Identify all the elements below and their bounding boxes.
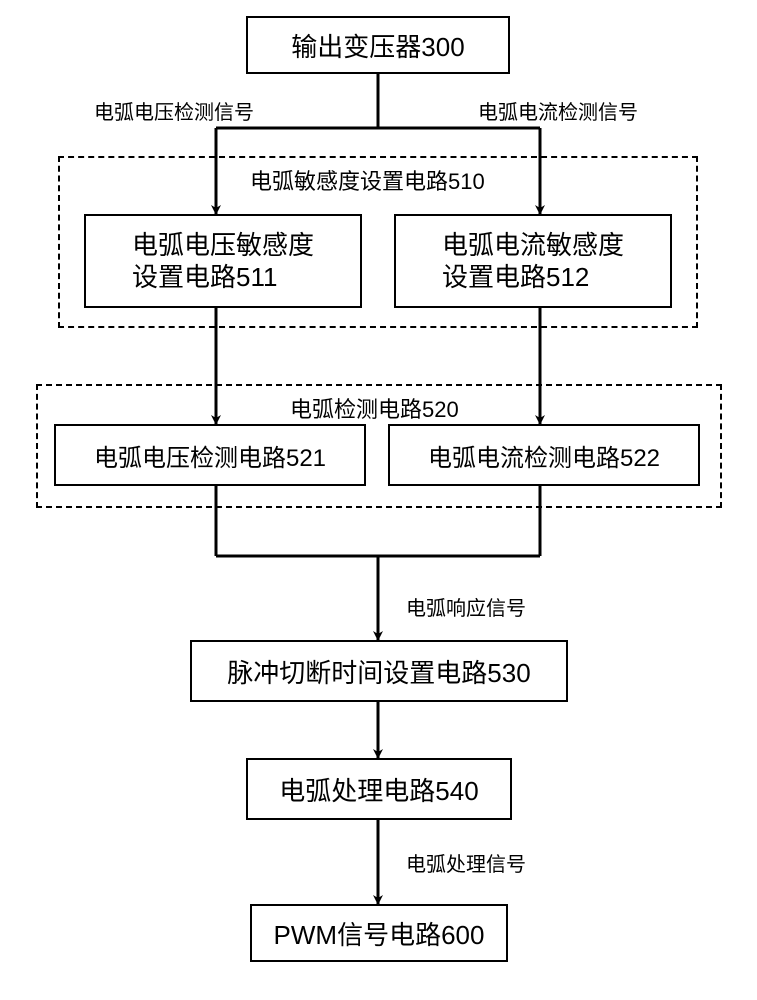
node-300-label: 输出变压器300 [291,27,464,64]
node-530-label: 脉冲切断时间设置电路530 [227,653,530,690]
group-510-label: 电弧敏感度设置电路510 [250,164,485,196]
node-521: 电弧电压检测电路521 [54,424,366,486]
node-512: 电弧电流敏感度设置电路512 [394,214,672,308]
node-511: 电弧电压敏感度设置电路511 [84,214,362,308]
node-600-label: PWM信号电路600 [274,915,485,952]
node-300: 输出变压器300 [246,16,510,74]
edge-label-curr: 电弧电流检测信号 [478,96,638,125]
node-522: 电弧电流检测电路522 [388,424,700,486]
edge-label-proc: 电弧处理信号 [406,848,526,877]
edge-label-resp: 电弧响应信号 [406,592,526,621]
node-511-label: 电弧电压敏感度设置电路511 [122,223,324,300]
diagram-canvas: 电弧敏感度设置电路510 电弧检测电路520 输出变压器300 电弧电压敏感度设… [0,0,757,1000]
edge-label-volt: 电弧电压检测信号 [94,96,254,125]
node-522-label: 电弧电流检测电路522 [428,438,660,473]
node-530: 脉冲切断时间设置电路530 [190,640,568,702]
group-520-label: 电弧检测电路520 [290,392,459,424]
node-540-label: 电弧处理电路540 [279,771,478,808]
node-512-label: 电弧电流敏感度设置电路512 [432,223,634,300]
node-540: 电弧处理电路540 [246,758,512,820]
node-600: PWM信号电路600 [250,904,508,962]
node-521-label: 电弧电压检测电路521 [94,438,326,473]
